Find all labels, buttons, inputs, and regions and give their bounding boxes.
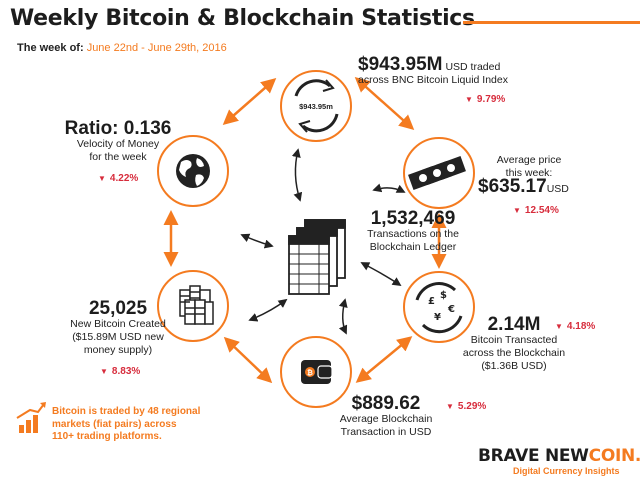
average-price-block: Average price this week: — [484, 154, 574, 180]
spoke-arrow-bottom — [338, 298, 348, 335]
usd-traded-desc: across BNC Bitcoin Liquid Index — [358, 74, 508, 86]
spoke-arrow-bottom-left — [248, 298, 288, 322]
usd-traded-change: ▼ 9.79% — [465, 94, 506, 105]
ring-arrow-top-right — [354, 77, 415, 130]
transactions-value: 1,532,469 — [370, 208, 456, 229]
average-transaction-change: ▼ 5.29% — [446, 401, 487, 412]
week-range: June 22nd - June 29th, 2016 — [86, 42, 227, 54]
cycle-arrows-icon — [294, 79, 339, 133]
ratio-change: ▼ 4.22% — [98, 173, 139, 184]
average-transaction-change-value: 5.29% — [457, 401, 487, 412]
ratio-line1: Velocity of Money — [76, 138, 160, 150]
spoke-arrow-left — [240, 233, 274, 249]
page-title: Weekly Bitcoin & Blockchain Statistics — [10, 6, 475, 31]
svg-text:£: £ — [428, 296, 435, 307]
bitcoin-transacted-change-value: 4.18% — [566, 321, 596, 332]
new-bitcoin-change-value: 8.83% — [111, 366, 141, 377]
new-bitcoin-line1: New Bitcoin Created — [70, 318, 166, 330]
new-bitcoin-block: 25,025 New Bitcoin Created ($15.89M USD … — [66, 299, 170, 357]
svg-text:$: $ — [440, 290, 447, 301]
svg-text:¥: ¥ — [434, 312, 441, 323]
transactions-block: 1,532,469 Transactions on the Blockchain… — [352, 209, 474, 254]
average-price-line1: Average price — [496, 154, 562, 166]
bitcoin-wallet-icon: ₿ — [301, 360, 333, 384]
new-bitcoin-change: ▼ 8.83% — [100, 366, 141, 377]
average-transaction-block: $889.62 Average Blockchain Transaction i… — [331, 394, 441, 439]
usd-traded-block: $943.95M USD traded across BNC Bitcoin L… — [358, 55, 508, 87]
ring-arrow-top-left — [222, 78, 277, 125]
week-line: The week of: June 22nd - June 29th, 2016 — [17, 42, 227, 54]
currency-exchange-icon: £ $ € ¥ — [415, 282, 463, 334]
bitcoin-transacted-line3: ($1.36B USD) — [481, 360, 547, 372]
ratio-change-value: 4.22% — [109, 173, 139, 184]
cycle-arrows-icon-label: $943.95m — [299, 102, 333, 111]
week-label: The week of: — [17, 42, 84, 54]
brand-name-part1: BRAVE NEW — [478, 446, 589, 466]
bitcoin-transacted-change: ▼ 4.18% — [555, 321, 596, 332]
usd-traded-value: $943.95M — [358, 54, 443, 75]
average-price-unit: USD — [546, 183, 569, 195]
bitcoin-transacted-block: 2.14M Bitcoin Transacted across the Bloc… — [456, 315, 572, 373]
brand-tagline: Digital Currency Insights — [513, 466, 620, 476]
average-price-change-value: 12.54% — [524, 205, 559, 216]
new-bitcoin-line3: money supply) — [83, 344, 153, 356]
spoke-arrow-bottom-right — [360, 262, 402, 286]
transactions-line2: Blockchain Ledger — [369, 241, 457, 253]
average-transaction-line1: Average Blockchain — [339, 413, 433, 425]
svg-text:€: € — [447, 304, 455, 315]
average-price-line2: this week: — [505, 167, 553, 179]
average-transaction-value: $889.62 — [351, 393, 421, 414]
title-underline — [463, 21, 640, 24]
usd-traded-change-value: 9.79% — [476, 94, 506, 105]
average-price-change: ▼ 12.54% — [513, 205, 559, 216]
bitcoin-transacted-value: 2.14M — [487, 314, 541, 335]
ring-arrow-bottom-right — [355, 336, 413, 383]
average-transaction-line2: Transaction in USD — [340, 426, 432, 438]
footnote-line2: markets (fiat pairs) across — [52, 418, 177, 430]
brand-name-part2: COIN. — [588, 446, 640, 466]
ratio-block: Ratio: 0.136 Velocity of Money for the w… — [60, 119, 176, 164]
banknotes-icon — [408, 156, 466, 190]
ratio-line2: for the week — [89, 151, 147, 163]
new-bitcoin-line2: ($15.89M USD new — [72, 331, 164, 343]
svg-text:₿: ₿ — [307, 369, 313, 377]
globe-icon — [176, 154, 210, 188]
spoke-arrow-top — [291, 148, 303, 202]
new-bitcoin-value: 25,025 — [88, 298, 148, 319]
brand-name: BRAVE NEWCOIN. — [478, 446, 640, 466]
ratio-value: Ratio: 0.136 — [64, 118, 172, 139]
average-price-value: $635.17 — [478, 176, 547, 197]
average-price-value-line: $635.17USD — [478, 177, 569, 196]
usd-traded-unit: USD traded — [445, 61, 501, 73]
bar-chart-arrow-icon — [16, 402, 46, 433]
ring-arrow-bottom-left — [223, 336, 273, 384]
bitcoin-transacted-line2: across the Blockchain — [462, 347, 566, 359]
coin-stacks-icon — [179, 285, 214, 325]
footnote-line1: Bitcoin is traded by 48 regional — [52, 406, 201, 417]
transactions-line1: Transactions on the — [367, 228, 459, 240]
spoke-arrow-right — [372, 183, 406, 193]
brand-logo: BRAVE NEWCOIN. Digital Currency Insights — [478, 446, 640, 476]
footnote-line3: 110+ trading platforms. — [52, 431, 162, 442]
footnote: Bitcoin is traded by 48 regional markets… — [52, 406, 200, 444]
ledger-pages-icon — [288, 219, 346, 295]
bitcoin-transacted-line1: Bitcoin Transacted — [470, 334, 558, 346]
